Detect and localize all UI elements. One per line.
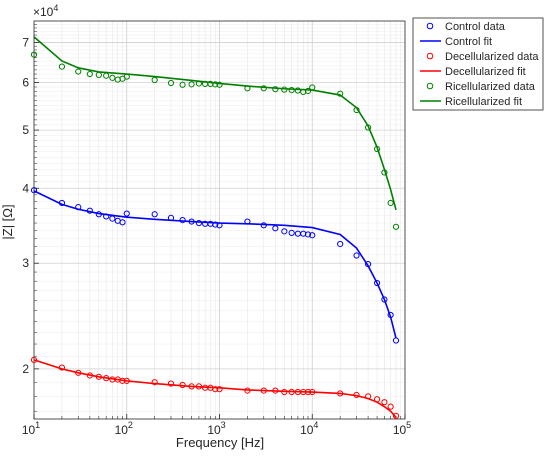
legend-entry-label: Control data — [445, 21, 506, 33]
x-tick-exponent: 5 — [406, 420, 411, 430]
x-tick-exponent: 3 — [221, 420, 226, 430]
ricellularized-data-point — [216, 81, 223, 88]
legend-marker-swatch — [426, 22, 434, 30]
control-data-point — [123, 210, 130, 217]
ricellularized-data-point — [387, 199, 394, 207]
ricellularized-data-point — [337, 90, 344, 97]
control-data-point — [195, 219, 203, 227]
x-tick-label: 104 — [300, 420, 318, 437]
ricellularized-data-point — [167, 79, 175, 87]
ricellularized-data-point — [30, 51, 38, 58]
control-data-point — [119, 219, 126, 226]
y-tick-label: 4 — [22, 181, 29, 195]
x-tick-base: 10 — [207, 423, 221, 437]
y-tick-label: 5 — [22, 123, 29, 137]
ricellularized-data-point — [272, 86, 279, 93]
ricellularized-data-point — [392, 223, 400, 230]
ricellularized-data-point — [288, 86, 295, 94]
control-data-point — [304, 231, 312, 238]
y-exponent-prefix: ×10 — [33, 5, 54, 19]
axis-ticks — [33, 24, 406, 419]
ricellularized-data-point — [212, 81, 219, 88]
control-data-point — [309, 232, 316, 239]
legend-entry-label: Ricellularized data — [445, 81, 536, 93]
decellularized-data-point — [167, 380, 175, 387]
ricellularized-data-point — [86, 70, 93, 78]
y-tick-label: 7 — [22, 35, 29, 49]
x-tick-base: 10 — [115, 423, 129, 437]
legend-marker-swatch — [426, 52, 434, 60]
control-data-point — [30, 187, 38, 194]
decellularized-data-point — [387, 403, 394, 410]
ricellularized-data-point — [151, 76, 158, 84]
y-tick-labels: 2 3 4 5 6 7 — [22, 35, 29, 375]
x-tick-label: 102 — [115, 420, 133, 437]
x-tick-base: 10 — [393, 423, 407, 437]
ricellularized-data-point — [179, 81, 186, 88]
ricellularized-data-point — [188, 81, 195, 88]
x-tick-base: 10 — [300, 423, 314, 437]
control-data-point — [373, 279, 381, 287]
control-data-point — [381, 296, 388, 303]
decellularized-data-point — [216, 386, 223, 393]
x-tick-base: 10 — [22, 423, 36, 437]
control-data-point — [288, 229, 295, 237]
control-data-point — [337, 240, 344, 248]
legend-box — [412, 17, 544, 111]
x-tick-exponent: 1 — [35, 420, 40, 430]
ricellularized-data-point — [304, 87, 312, 95]
legend: Control data Control fit Decellularized da… — [412, 17, 544, 111]
ricellularized-data-point — [75, 68, 82, 75]
y-exponent-label: ×104 — [33, 3, 58, 19]
x-tick-labels: 101 102 103 104 105 — [22, 420, 411, 437]
x-tick-exponent: 2 — [128, 420, 133, 430]
control-data-point — [212, 221, 219, 228]
y-axis-label: |Z| [Ω] — [0, 204, 15, 239]
x-tick-label: 105 — [393, 420, 411, 437]
legend-entry-label: Decellularized data — [445, 51, 539, 63]
decellularized-data-point — [392, 412, 400, 419]
control-data-point — [281, 228, 288, 235]
x-axis-label: Frequency [Hz] — [176, 435, 264, 450]
x-tick-exponent: 4 — [313, 420, 318, 430]
legend-entry-label: Decellularized fit — [445, 66, 526, 78]
y-exponent-power: 4 — [53, 3, 58, 13]
data-series — [30, 36, 400, 419]
legend-marker-swatch — [426, 82, 434, 90]
control-data-point — [353, 252, 360, 259]
control-fit-line — [33, 190, 397, 339]
legend-entry-label: Control fit — [445, 36, 492, 48]
y-tick-label: 6 — [22, 76, 29, 90]
decellularized-fit-line — [33, 359, 397, 418]
ricellularized-fit-line — [33, 36, 397, 211]
x-tick-label: 101 — [22, 420, 40, 437]
x-tick-label: 103 — [207, 420, 225, 437]
decellularized-data-point — [212, 386, 219, 393]
ricellularized-data-point — [58, 63, 66, 70]
control-data-point — [151, 211, 158, 218]
legend-entry-label: Ricellularized fit — [445, 96, 522, 108]
ricellularized-data-point — [109, 74, 116, 81]
decellularized-data-point — [381, 399, 388, 406]
y-tick-label: 2 — [22, 362, 29, 376]
y-tick-label: 3 — [22, 256, 29, 270]
decellularized-data-point — [151, 379, 158, 386]
ricellularized-data-point — [260, 85, 267, 92]
